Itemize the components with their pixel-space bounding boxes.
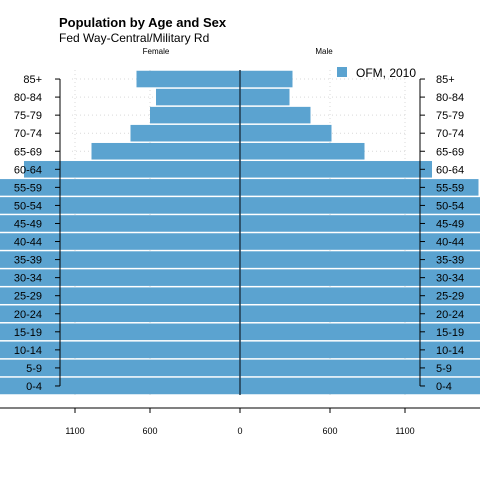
bar-female-75-79 <box>150 106 240 124</box>
bar-female-60-64 <box>24 161 240 178</box>
y-tick-label-right: 80-84 <box>436 92 464 104</box>
bar-male-80-84 <box>240 88 290 106</box>
bar-male-60-64 <box>240 161 432 178</box>
y-tick-label-left: 15-19 <box>14 327 42 339</box>
y-tick-label-left: 20-24 <box>14 309 42 321</box>
bar-male-85+ <box>240 70 293 88</box>
y-tick-label-right: 25-29 <box>436 291 464 303</box>
y-tick-label-right: 85+ <box>436 74 455 86</box>
y-tick-label-right: 35-39 <box>436 255 464 267</box>
y-tick-label-right: 15-19 <box>436 327 464 339</box>
x-tick-label: 0 <box>237 426 242 436</box>
bar-female-70-74 <box>130 124 240 142</box>
y-tick-label-right: 65-69 <box>436 146 464 158</box>
female-side-label: Female <box>143 47 170 56</box>
y-tick-label-right: 45-49 <box>436 218 464 230</box>
y-tick-label-left: 75-79 <box>14 110 42 122</box>
legend-label: OFM, 2010 <box>356 66 416 80</box>
bar-male-75-79 <box>240 106 311 124</box>
x-tick-label: 600 <box>142 426 157 436</box>
y-tick-label-left: 0-4 <box>26 381 42 393</box>
y-axis-right: 0-4 5-9 10-14 15-19 20-24 25-29 30-34 35-39 40-4… <box>419 74 464 393</box>
x-axis: 2200170011006000600110017002200 <box>0 407 480 436</box>
x-tick-label: 1100 <box>395 426 414 436</box>
y-tick-label-left: 70-74 <box>14 128 42 140</box>
bar-female-65-69 <box>91 142 240 160</box>
x-tick-label: 1100 <box>65 426 84 436</box>
chart-subtitle: Fed Way-Central/Military Rd <box>59 31 209 45</box>
x-tick-label: 600 <box>322 426 337 436</box>
y-tick-label-right: 60-64 <box>436 164 464 176</box>
bar-male-65-69 <box>240 142 365 160</box>
bar-male-70-74 <box>240 124 332 142</box>
y-tick-label-left: 45-49 <box>14 218 42 230</box>
y-tick-label-left: 25-29 <box>14 291 42 303</box>
bar-female-80-84 <box>156 88 240 106</box>
bar-male-55-59 <box>240 179 479 196</box>
male-side-label: Male <box>315 47 333 56</box>
y-tick-label-right: 10-14 <box>436 345 464 357</box>
y-tick-label-left: 55-59 <box>14 182 42 194</box>
y-tick-label-right: 5-9 <box>436 363 452 375</box>
y-tick-label-right: 0-4 <box>436 381 452 393</box>
y-tick-label-left: 65-69 <box>14 146 42 158</box>
y-tick-label-right: 75-79 <box>436 110 464 122</box>
y-tick-label-left: 40-44 <box>14 237 42 249</box>
y-tick-label-left: 35-39 <box>14 255 42 267</box>
y-tick-label-left: 30-34 <box>14 273 42 285</box>
chart-title: Population by Age and Sex <box>59 15 227 30</box>
y-tick-label-right: 55-59 <box>436 182 464 194</box>
y-tick-label-right: 30-34 <box>436 273 464 285</box>
y-tick-label-right: 40-44 <box>436 237 464 249</box>
y-tick-label-right: 70-74 <box>436 128 464 140</box>
y-axis-left: 0-4 5-9 10-14 15-19 20-24 25-29 30-34 35-39 40-4… <box>14 74 61 393</box>
legend-swatch <box>337 67 347 77</box>
legend: OFM, 2010 <box>337 66 416 80</box>
bar-female-85+ <box>136 70 240 88</box>
y-tick-label-left: 5-9 <box>26 363 42 375</box>
y-tick-label-left: 85+ <box>23 74 42 86</box>
y-tick-label-left: 10-14 <box>14 345 42 357</box>
y-tick-label-left: 50-54 <box>14 200 42 212</box>
y-tick-label-left: 80-84 <box>14 92 42 104</box>
y-tick-label-right: 50-54 <box>436 200 464 212</box>
y-tick-label-left: 60-64 <box>14 164 42 176</box>
y-tick-label-right: 20-24 <box>436 309 464 321</box>
